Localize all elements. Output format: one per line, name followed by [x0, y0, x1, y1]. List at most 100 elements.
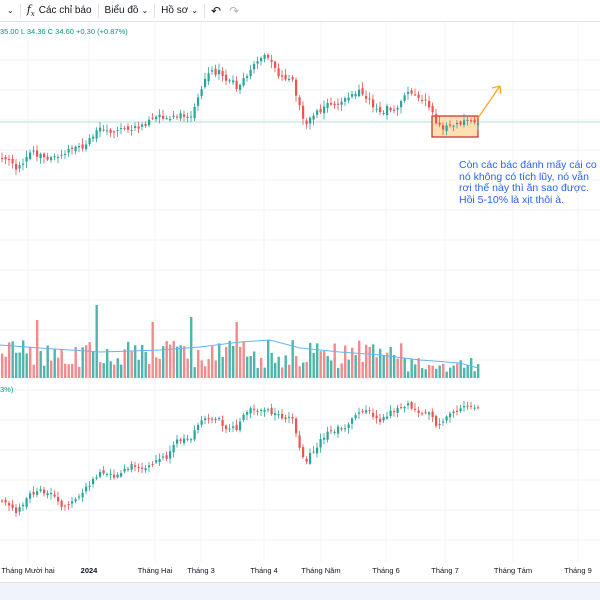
time-axis-label: Tháng 6: [372, 566, 400, 575]
candle-body: [354, 415, 357, 419]
candle-body: [442, 421, 445, 423]
volume-bar: [340, 363, 343, 378]
volume-bar: [365, 344, 368, 378]
candle-body: [46, 493, 49, 496]
candle-body: [81, 144, 84, 149]
candle-body: [326, 431, 329, 440]
volume-bar: [396, 358, 399, 378]
candle-body: [25, 156, 28, 162]
candle-body: [211, 418, 214, 420]
candle-body: [393, 109, 396, 111]
candle-body: [130, 464, 133, 470]
chart-canvas[interactable]: [0, 22, 600, 562]
chart-grid: [0, 22, 600, 562]
candle-body: [155, 460, 158, 463]
volume-bar: [400, 343, 403, 378]
candle-body: [333, 431, 336, 434]
candle-body: [389, 410, 392, 417]
candle-body: [151, 464, 154, 466]
candle-body: [428, 412, 431, 415]
annotation-line: Còn các bác đánh mấy cái co: [459, 160, 597, 171]
candle-body: [102, 470, 105, 474]
candle-body: [11, 159, 14, 164]
volume-bar: [253, 351, 256, 378]
candle-body: [340, 428, 343, 430]
volume-bar: [60, 349, 63, 378]
candle-body: [246, 412, 249, 415]
volume-bar: [358, 340, 361, 378]
candle-body: [414, 408, 417, 410]
candle-body: [116, 474, 119, 478]
chart-menu-button[interactable]: Biểu đồ ⌄: [101, 0, 153, 22]
volume-bar: [43, 365, 46, 378]
candle-body: [239, 84, 242, 90]
candle-body: [88, 138, 91, 145]
candle-body: [232, 80, 235, 83]
volume-bar: [57, 357, 60, 378]
trend-arrow[interactable]: [477, 85, 502, 119]
volume-bar: [305, 361, 308, 378]
volume-bar: [88, 342, 91, 378]
volume-bar: [428, 364, 431, 378]
volume-bar: [239, 346, 242, 378]
volume-bar: [267, 340, 270, 378]
undo-icon[interactable]: ↶: [211, 3, 222, 18]
text-annotation[interactable]: Còn các bác đánh mấy cái co nó không có …: [459, 160, 600, 206]
candle-body: [470, 405, 473, 407]
profile-menu-button[interactable]: Hồ sơ ⌄: [157, 0, 202, 22]
candle-body: [99, 472, 102, 477]
volume-bar: [46, 345, 49, 378]
candle-body: [435, 416, 438, 426]
volume-bar: [354, 355, 357, 378]
ohlc-legend: 35.00 L 34.36 C 34.60 +0.30 (+0.87%): [0, 27, 128, 36]
volume-bar: [137, 359, 140, 378]
candle-body: [417, 94, 420, 98]
candle-body: [281, 75, 284, 77]
candle-body: [239, 421, 242, 431]
candle-body: [193, 106, 196, 119]
volume-bar: [53, 349, 56, 378]
candle-body: [445, 416, 448, 421]
candle-body: [316, 447, 319, 454]
candle-body: [256, 61, 259, 64]
candle-body: [295, 418, 298, 434]
candle-body: [274, 413, 277, 415]
candle-body: [92, 136, 95, 139]
candle-body: [214, 418, 217, 421]
candle-body: [15, 507, 18, 513]
volume-bar: [473, 371, 476, 378]
volume-bar: [218, 343, 221, 378]
toolbar-divider: [204, 3, 205, 18]
volume-bar: [8, 342, 11, 378]
candle-body: [95, 477, 98, 479]
volume-bar: [351, 347, 354, 378]
candle-body: [148, 465, 151, 468]
bottom-panel-strip: [0, 582, 600, 600]
indicators-button[interactable]: fx Các chỉ báo: [23, 0, 96, 22]
candle-body: [386, 416, 389, 419]
candle-body: [232, 426, 235, 428]
candle-body: [130, 129, 133, 131]
volume-bar: [102, 363, 105, 378]
volume-bar: [193, 367, 196, 378]
candle-body: [277, 414, 280, 416]
time-axis[interactable]: Tháng Mười hai 2024 Tháng Hai Tháng 3 Th…: [0, 562, 600, 582]
candle-body: [221, 70, 224, 76]
candle-body: [368, 410, 371, 412]
volume-bar: [316, 343, 319, 378]
candle-body: [456, 410, 459, 412]
volume-bar: [183, 346, 186, 378]
volume-bar: [169, 344, 172, 378]
candle-body: [57, 497, 60, 502]
candle-body: [396, 107, 399, 110]
candle-body: [127, 126, 130, 130]
redo-icon[interactable]: ↷: [229, 3, 240, 18]
candle-body: [354, 93, 357, 97]
candle-body: [95, 130, 98, 139]
candle-body: [319, 439, 322, 448]
volume-bar: [242, 341, 245, 378]
chevron-down-icon[interactable]: ⌄: [7, 6, 14, 15]
candle-body: [305, 120, 308, 125]
candle-body: [375, 415, 378, 419]
candle-body: [253, 63, 256, 70]
